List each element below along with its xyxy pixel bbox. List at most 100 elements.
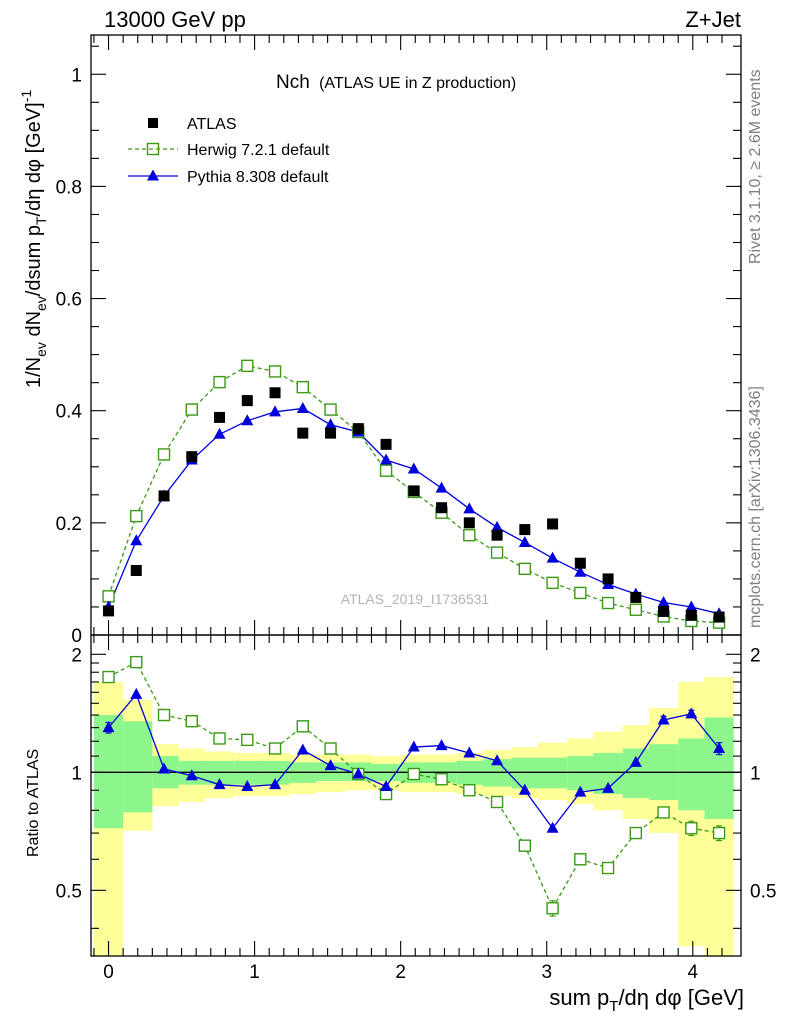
- y-tick-label: 0: [71, 626, 82, 647]
- atlas-point: [658, 605, 670, 617]
- ratio-frame: [90, 634, 742, 957]
- legend-atlas-marker: [148, 118, 158, 128]
- pythia-ratio-point: [657, 713, 670, 725]
- pythia-ratio-point: [685, 707, 698, 719]
- pythia-point: [463, 502, 476, 514]
- pythia-point: [657, 595, 670, 607]
- atlas-point: [297, 427, 309, 439]
- pythia-ratio-point: [296, 743, 309, 755]
- herwig-ratio-point: [574, 853, 587, 866]
- pythia-ratio-point: [158, 762, 171, 774]
- atlas-point: [491, 529, 503, 541]
- mcplots-label: mcplots.cern.ch [arXiv:1306.3436]: [747, 386, 764, 628]
- pythia-ratio-point: [213, 778, 226, 790]
- pythia-ratio-point: [518, 783, 531, 795]
- x-tick-label: 0: [103, 962, 114, 983]
- atlas-point: [186, 451, 198, 463]
- pythia-ratio-point: [713, 742, 726, 754]
- pythia-ratio-point: [546, 821, 559, 833]
- ratio-y-tick-label-right: 1: [750, 763, 761, 784]
- pythia-point: [685, 600, 698, 612]
- legend: ATLAS Herwig 7.2.1 default Pythia 8.308 …: [128, 116, 330, 186]
- legend-pythia-marker: [147, 169, 159, 181]
- herwig-point: [213, 375, 226, 389]
- green-band-bin: [567, 756, 594, 791]
- atlas-point: [463, 517, 475, 529]
- herwig-ratio-point: [490, 795, 504, 809]
- rivet-label: Rivet 3.1.10, ≥ 2.6M events: [747, 69, 764, 264]
- pythia-ratio-point: [380, 780, 393, 792]
- ratio-series: [102, 655, 726, 917]
- atlas-point: [547, 518, 559, 530]
- pythia-point: [130, 534, 143, 546]
- y-tick-label: 0.8: [56, 177, 82, 198]
- pythia-ratio-point: [574, 785, 587, 797]
- pythia-ratio-point: [102, 721, 115, 733]
- herwig-point: [268, 365, 282, 378]
- herwig-point: [102, 590, 115, 603]
- plot-title: Nch (ATLAS UE in Z production): [276, 72, 516, 93]
- herwig-ratio-point: [130, 655, 143, 669]
- herwig-ratio-point: [463, 784, 476, 797]
- atlas-point: [574, 557, 586, 569]
- ratio-y-axis-label: Ratio to ATLAS: [25, 749, 42, 857]
- y-axis-label: 1/Nev dNev/dsum pT/dη dφ [GeV]-1: [18, 90, 49, 388]
- herwig-ratio-point: [435, 773, 448, 786]
- herwig-point: [324, 403, 337, 416]
- atlas-point: [241, 395, 253, 407]
- process-label: Z+Jet: [685, 7, 741, 32]
- pythia-point: [435, 481, 448, 493]
- pythia-ratio-point: [352, 767, 365, 779]
- x-tick-label: 1: [249, 962, 260, 983]
- pythia-point: [213, 427, 226, 439]
- x-axis-label: sum pT/dη dφ [GeV]: [549, 985, 744, 1015]
- herwig-ratio-point: [518, 839, 532, 852]
- herwig-point: [601, 596, 615, 610]
- pythia-point: [241, 414, 254, 426]
- herwig-point: [296, 380, 309, 394]
- herwig-ratio-point: [657, 806, 670, 819]
- pythia-ratio-point: [241, 780, 254, 792]
- ratio-y-tick-label-left: 1: [71, 763, 82, 784]
- herwig-ratio-point: [546, 902, 559, 915]
- herwig-ratio-point: [102, 670, 115, 684]
- pythia-ratio-point: [491, 754, 504, 766]
- y-tick-label: 1: [71, 65, 82, 86]
- herwig-point: [130, 509, 143, 523]
- pythia-point: [546, 551, 559, 563]
- atlas-point: [325, 427, 337, 439]
- green-band-bin: [511, 757, 538, 789]
- x-tick-label: 2: [395, 962, 406, 983]
- atlas-point: [713, 611, 725, 623]
- plot-title-sub: (ATLAS UE in Z production): [319, 75, 516, 92]
- ratio-y-tick-label-right: 0.5: [750, 881, 776, 902]
- atlas-point: [130, 565, 142, 577]
- pythia-point: [407, 462, 420, 474]
- herwig-point: [518, 562, 532, 576]
- atlas-point: [214, 411, 226, 423]
- atlas-point: [519, 524, 531, 536]
- green-band-bin: [704, 717, 734, 820]
- atlas-point: [602, 573, 614, 585]
- plot-title-main: Nch: [276, 72, 310, 93]
- atlas-point: [158, 490, 170, 502]
- pythia-ratio-point: [629, 755, 642, 767]
- atlas-point: [630, 591, 642, 603]
- ratio-bands: [91, 677, 741, 956]
- pythia-point: [296, 401, 309, 413]
- y-tick-label: 0.2: [56, 514, 82, 535]
- x-tick-label: 4: [688, 962, 699, 983]
- pythia-line: [107, 407, 720, 615]
- herwig-point: [157, 448, 171, 461]
- atlas-point: [685, 609, 697, 621]
- herwig-ratio-point: [241, 733, 254, 747]
- pythia-ratio-point: [269, 778, 282, 790]
- herwig-point: [463, 528, 476, 542]
- ratio-y-tick-label-right: 2: [750, 645, 761, 666]
- herwig-point: [185, 403, 198, 416]
- y-tick-label: 0.4: [56, 402, 83, 423]
- herwig-ratio-point: [185, 715, 198, 728]
- energy-label: 13000 GeV pp: [104, 7, 246, 32]
- pythia-ratio-point: [435, 739, 448, 751]
